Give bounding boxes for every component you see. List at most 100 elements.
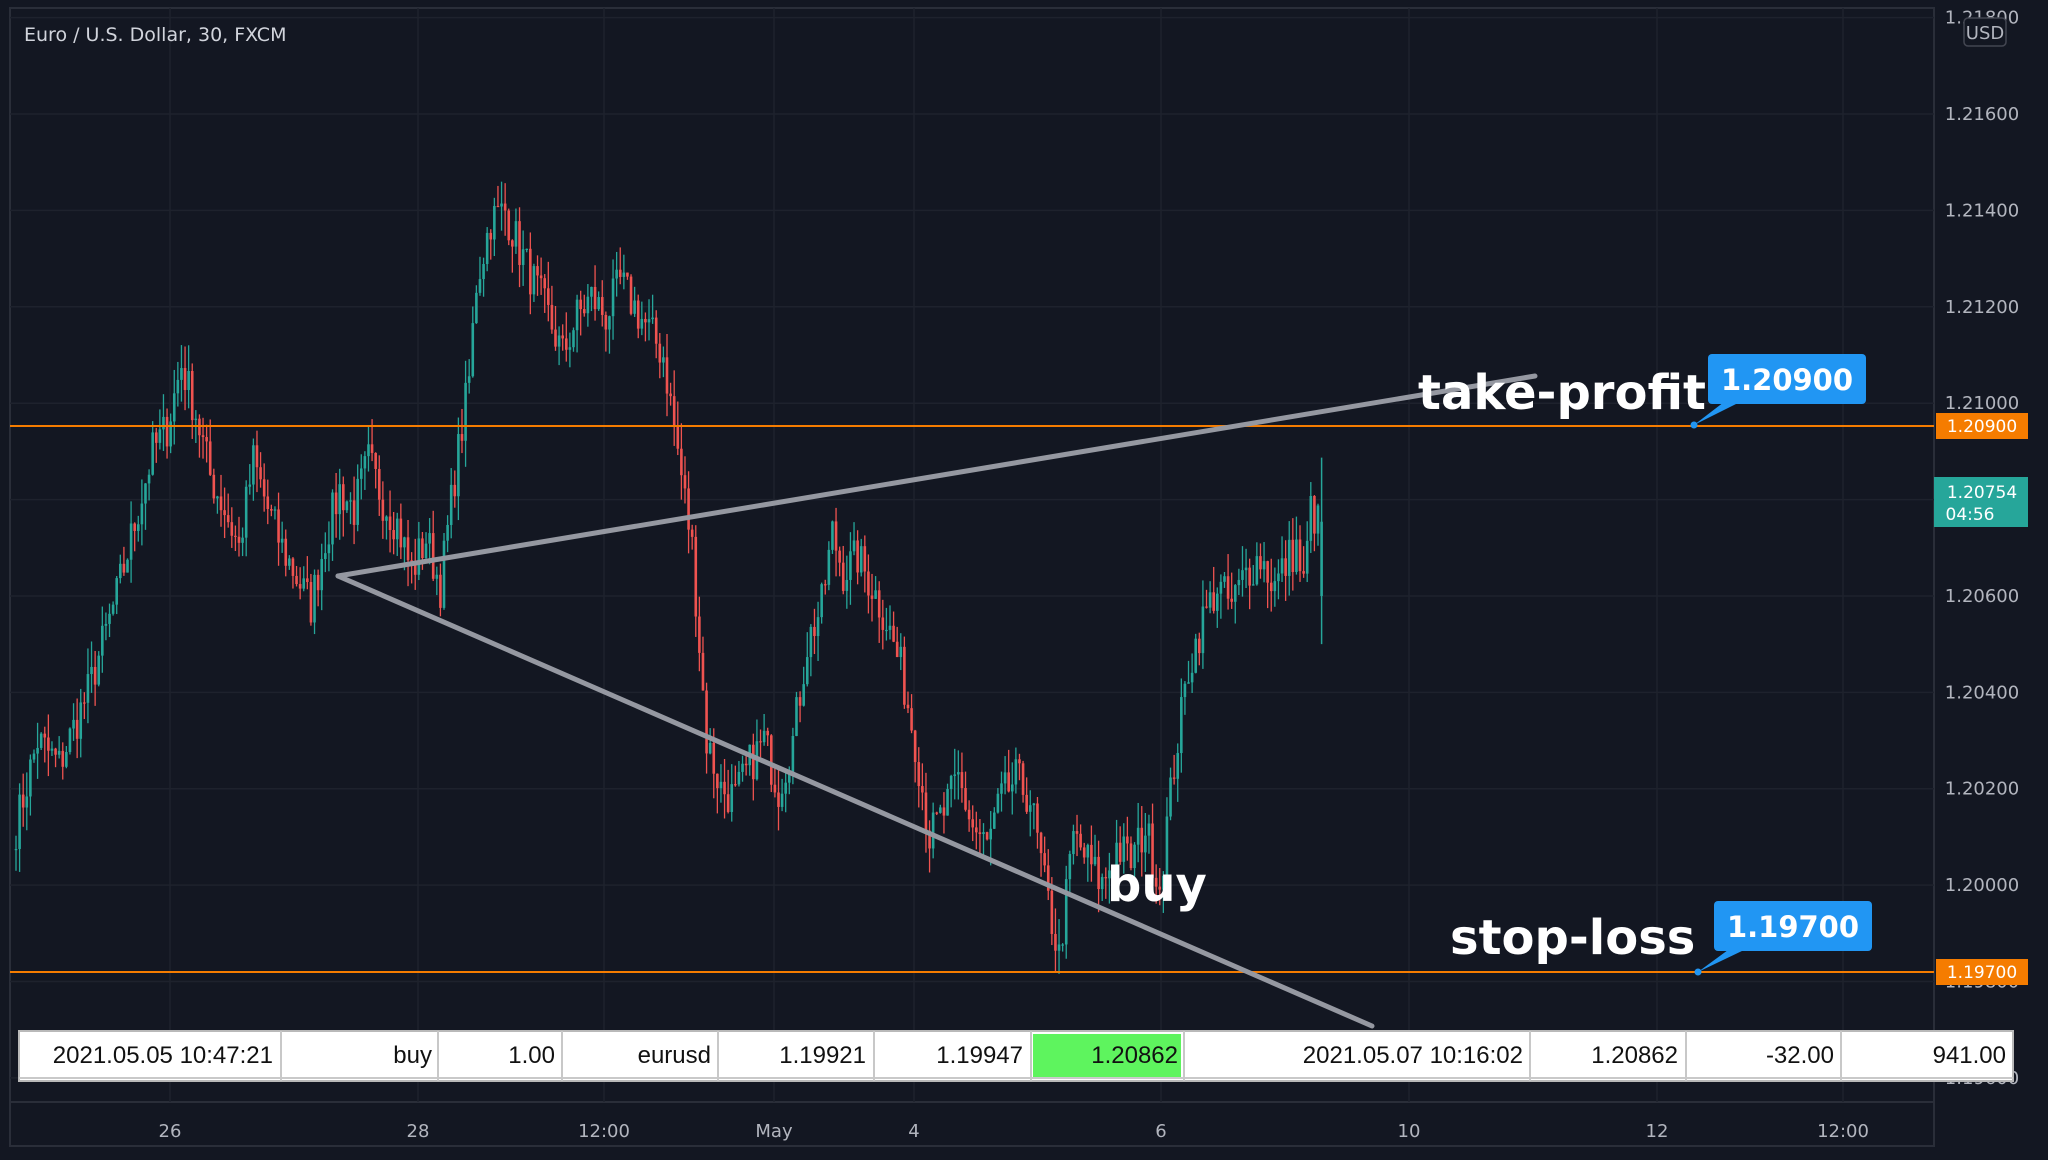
candle xyxy=(111,601,115,616)
buy-label[interactable]: buy xyxy=(1107,857,1207,913)
candle xyxy=(708,728,712,755)
time-axis[interactable]: 26 28 12:00 May 4 6 10 12 12:00 xyxy=(159,1121,1869,1142)
candle xyxy=(795,691,798,737)
take-profit-callout-text: 1.20900 xyxy=(1721,363,1853,397)
candle xyxy=(1104,867,1108,899)
candle xyxy=(183,346,187,411)
sl-cell: 1.19947 xyxy=(936,1042,1023,1069)
candle xyxy=(1039,831,1043,877)
profit-cell: 941.00 xyxy=(1933,1042,2006,1069)
candle xyxy=(187,345,190,409)
candle xyxy=(953,748,957,800)
candle xyxy=(1151,803,1154,898)
candle xyxy=(298,567,302,600)
upper-trend-line[interactable] xyxy=(335,373,1538,579)
time-tick-label: 12:00 xyxy=(578,1121,630,1142)
candle xyxy=(690,524,694,550)
candle xyxy=(575,294,579,353)
candle xyxy=(870,573,874,622)
candle xyxy=(1068,850,1072,895)
candle xyxy=(949,774,953,808)
candle xyxy=(1298,525,1302,582)
candle xyxy=(180,345,183,402)
candle xyxy=(234,525,237,552)
currency-badge[interactable] xyxy=(1963,17,2007,47)
candle xyxy=(316,569,320,607)
candle xyxy=(759,729,762,758)
candle xyxy=(683,456,687,504)
price-axis[interactable]: 1.218001.216001.214001.212001.210001.208… xyxy=(1945,8,2019,1089)
candle xyxy=(431,510,435,582)
candle xyxy=(626,272,629,280)
candle xyxy=(349,492,352,525)
candle xyxy=(874,576,877,599)
candle xyxy=(1133,842,1136,880)
candle xyxy=(1000,771,1003,812)
candle xyxy=(1180,678,1183,773)
candle xyxy=(672,370,676,446)
candle xyxy=(881,599,885,650)
price-tick-label: 1.21200 xyxy=(1945,297,2019,318)
candle xyxy=(453,470,457,508)
take-profit-label[interactable]: take-profit xyxy=(1418,365,1706,421)
candle xyxy=(1255,542,1259,586)
candle xyxy=(784,771,787,813)
candle xyxy=(604,311,608,352)
candle xyxy=(809,624,813,677)
trade-history-row[interactable]: 2021.05.05 10:47:21 buy 1.00 eurusd 1.19… xyxy=(18,1030,2014,1082)
last-candle xyxy=(1320,457,1323,645)
candle xyxy=(823,579,827,595)
candle xyxy=(75,698,79,759)
candle xyxy=(1075,814,1079,857)
candle xyxy=(629,274,633,316)
candle xyxy=(21,773,25,827)
candle xyxy=(967,800,971,832)
close-price-cell: 1.20862 xyxy=(1591,1042,1678,1069)
candle xyxy=(83,692,86,720)
candle xyxy=(658,333,662,379)
candle xyxy=(79,688,83,758)
candle xyxy=(97,651,101,687)
candle xyxy=(593,265,597,321)
candle xyxy=(744,755,748,776)
candle xyxy=(219,474,223,527)
candle xyxy=(946,783,949,816)
candle xyxy=(1003,756,1007,795)
candle xyxy=(939,804,942,814)
stop-loss-callout[interactable]: 1.19700 xyxy=(1694,901,1873,976)
candle xyxy=(906,691,910,714)
stop-loss-price-badge-text: 1.19700 xyxy=(1947,963,2017,983)
candle xyxy=(1043,836,1046,873)
lower-trend-line[interactable] xyxy=(335,573,1375,1029)
candle xyxy=(140,479,144,546)
time-tick-label: 12:00 xyxy=(1817,1121,1869,1142)
candle xyxy=(262,463,266,512)
candle xyxy=(244,480,248,557)
candle xyxy=(1093,834,1097,867)
candle xyxy=(101,606,104,673)
candle xyxy=(457,417,460,521)
candle xyxy=(845,555,849,609)
candle xyxy=(877,581,881,643)
candle xyxy=(1205,589,1208,609)
candle xyxy=(1021,760,1025,803)
candle xyxy=(338,468,342,540)
candle xyxy=(992,807,996,830)
candle xyxy=(716,773,719,814)
candle xyxy=(849,532,852,605)
candle xyxy=(654,310,658,359)
candle xyxy=(895,626,899,658)
candle xyxy=(133,522,136,552)
candle xyxy=(208,419,212,476)
candle xyxy=(345,500,349,513)
stop-loss-label[interactable]: stop-loss xyxy=(1450,910,1695,966)
candle xyxy=(1316,503,1320,546)
candle xyxy=(1057,919,1061,974)
candle xyxy=(68,727,72,755)
take-profit-callout[interactable]: 1.20900 xyxy=(1690,354,1867,429)
candle xyxy=(1201,580,1205,669)
candle xyxy=(270,504,273,517)
candle xyxy=(475,285,478,324)
